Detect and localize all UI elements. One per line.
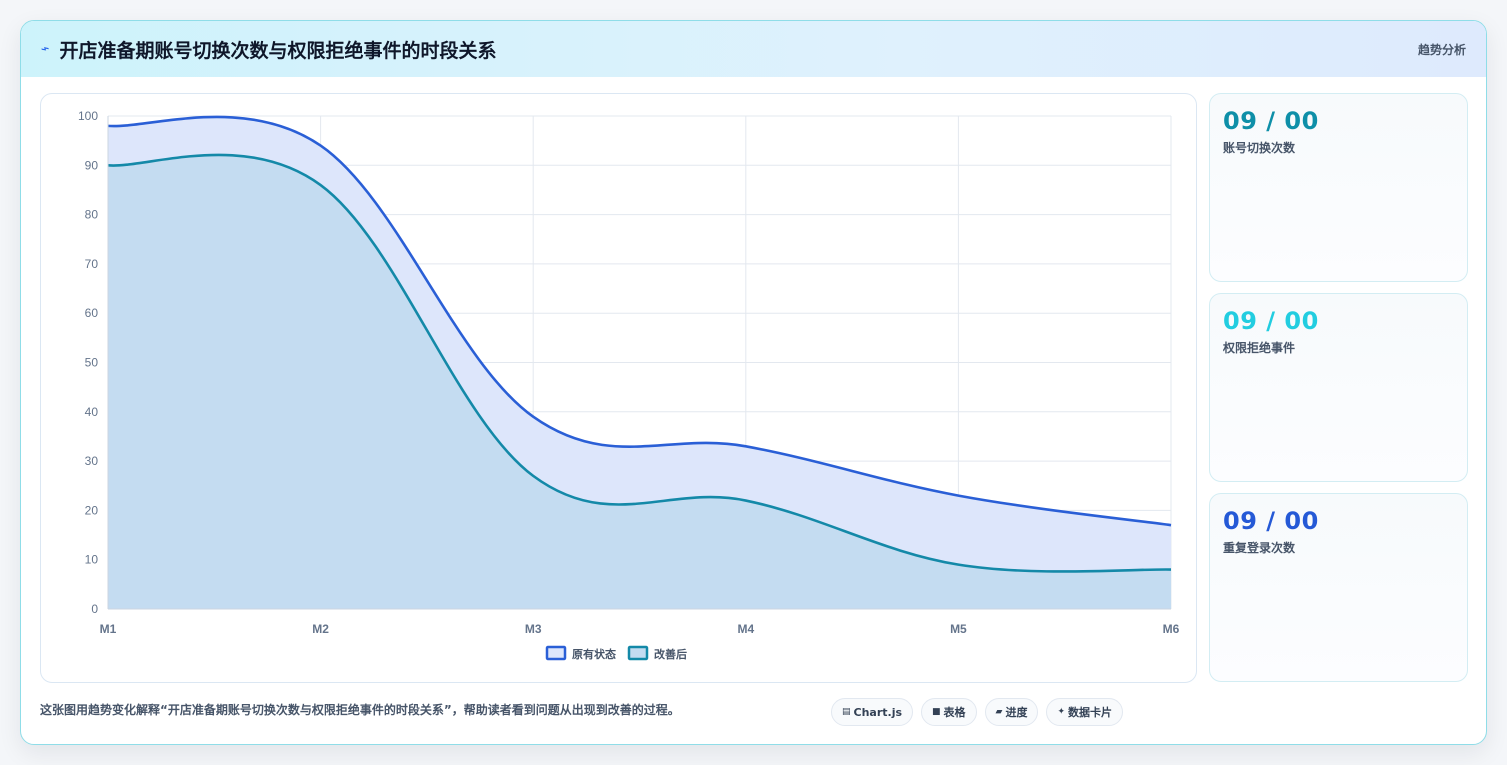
legend-swatch bbox=[545, 645, 567, 661]
stat-label: 权限拒绝事件 bbox=[1223, 341, 1296, 355]
x-tick-label: M3 bbox=[525, 622, 542, 636]
chip-label: 表格 bbox=[943, 706, 966, 719]
lightning-icon: ⌁ bbox=[38, 40, 52, 58]
y-tick-label: 50 bbox=[85, 356, 99, 370]
stat-value: 09 / 00 bbox=[1223, 307, 1319, 335]
y-tick-label: 0 bbox=[91, 602, 98, 616]
y-tick-label: 100 bbox=[78, 109, 98, 123]
y-tick-label: 30 bbox=[85, 454, 99, 468]
y-tick-label: 70 bbox=[85, 257, 99, 271]
legend-label: 原有状态 bbox=[572, 647, 616, 661]
y-tick-label: 40 bbox=[85, 405, 99, 419]
x-tick-label: M2 bbox=[312, 622, 329, 636]
chart-description: 这张图用趋势变化解释“开店准备期账号切换次数与权限拒绝事件的时段关系”，帮助读者… bbox=[40, 703, 680, 717]
series-line-original bbox=[107, 115, 1172, 527]
page-title: 开店准备期账号切换次数与权限拒绝事件的时段关系 bbox=[59, 39, 497, 62]
series-area-improved bbox=[108, 154, 1171, 609]
legend-swatch bbox=[627, 645, 649, 661]
y-tick-label: 90 bbox=[85, 158, 99, 172]
chart-card: ⌁ 开店准备期账号切换次数与权限拒绝事件的时段关系 趋势分析 0 10 20 30 40… bbox=[20, 20, 1487, 745]
x-tick-label: M4 bbox=[737, 622, 754, 636]
legend-label: 改善后 bbox=[654, 647, 687, 661]
chip-cards[interactable]: ✦ 数据卡片 bbox=[1046, 698, 1124, 726]
table-icon: ■ bbox=[932, 707, 941, 717]
progress-icon: ▰ bbox=[995, 707, 1003, 717]
chip-label: 进度 bbox=[1005, 706, 1028, 719]
stat-card-deny: 09 / 00 权限拒绝事件 bbox=[1209, 293, 1468, 482]
chart-panel: 0 10 20 30 40 50 60 70 80 90 100 M1 M2 M3 M4 M5 M6 原有状态 改善… bbox=[40, 93, 1197, 683]
chart-icon: ▤ bbox=[842, 707, 851, 717]
chip-chartjs[interactable]: ▤ Chart.js bbox=[831, 698, 914, 726]
stat-value: 09 / 00 bbox=[1223, 107, 1319, 135]
y-tick-label: 60 bbox=[85, 306, 99, 320]
sparkle-icon: ✦ bbox=[1057, 707, 1066, 717]
x-tick-label: M5 bbox=[950, 622, 967, 636]
y-tick-label: 10 bbox=[85, 553, 99, 567]
chip-label: Chart.js bbox=[853, 705, 903, 719]
trend-badge: 趋势分析 bbox=[1417, 42, 1466, 57]
stat-label: 重复登录次数 bbox=[1223, 541, 1296, 555]
area-chart: 0 10 20 30 40 50 60 70 80 90 100 M1 M2 M3 M4 M5 M6 原有状态 改善… bbox=[78, 109, 1180, 661]
stat-label: 账号切换次数 bbox=[1223, 141, 1296, 155]
stat-card-switch: 09 / 00 账号切换次数 bbox=[1209, 93, 1468, 282]
chip-table[interactable]: ■ 表格 bbox=[921, 698, 977, 726]
stat-value: 09 / 00 bbox=[1223, 507, 1319, 535]
y-tick-label: 80 bbox=[85, 208, 99, 222]
stat-card-relogin: 09 / 00 重复登录次数 bbox=[1209, 493, 1468, 682]
x-tick-label: M1 bbox=[100, 622, 117, 636]
y-tick-label: 20 bbox=[85, 503, 99, 517]
card-header: ⌁ 开店准备期账号切换次数与权限拒绝事件的时段关系 趋势分析 bbox=[21, 21, 1486, 77]
chip-label: 数据卡片 bbox=[1068, 706, 1113, 719]
x-tick-label: M6 bbox=[1163, 622, 1180, 636]
chip-progress[interactable]: ▰ 进度 bbox=[984, 698, 1039, 726]
series-line-improved bbox=[107, 153, 1172, 573]
chip-row: ▤ Chart.js ■ 表格 ▰ 进度 ✦ 数据卡片 bbox=[831, 698, 1124, 726]
